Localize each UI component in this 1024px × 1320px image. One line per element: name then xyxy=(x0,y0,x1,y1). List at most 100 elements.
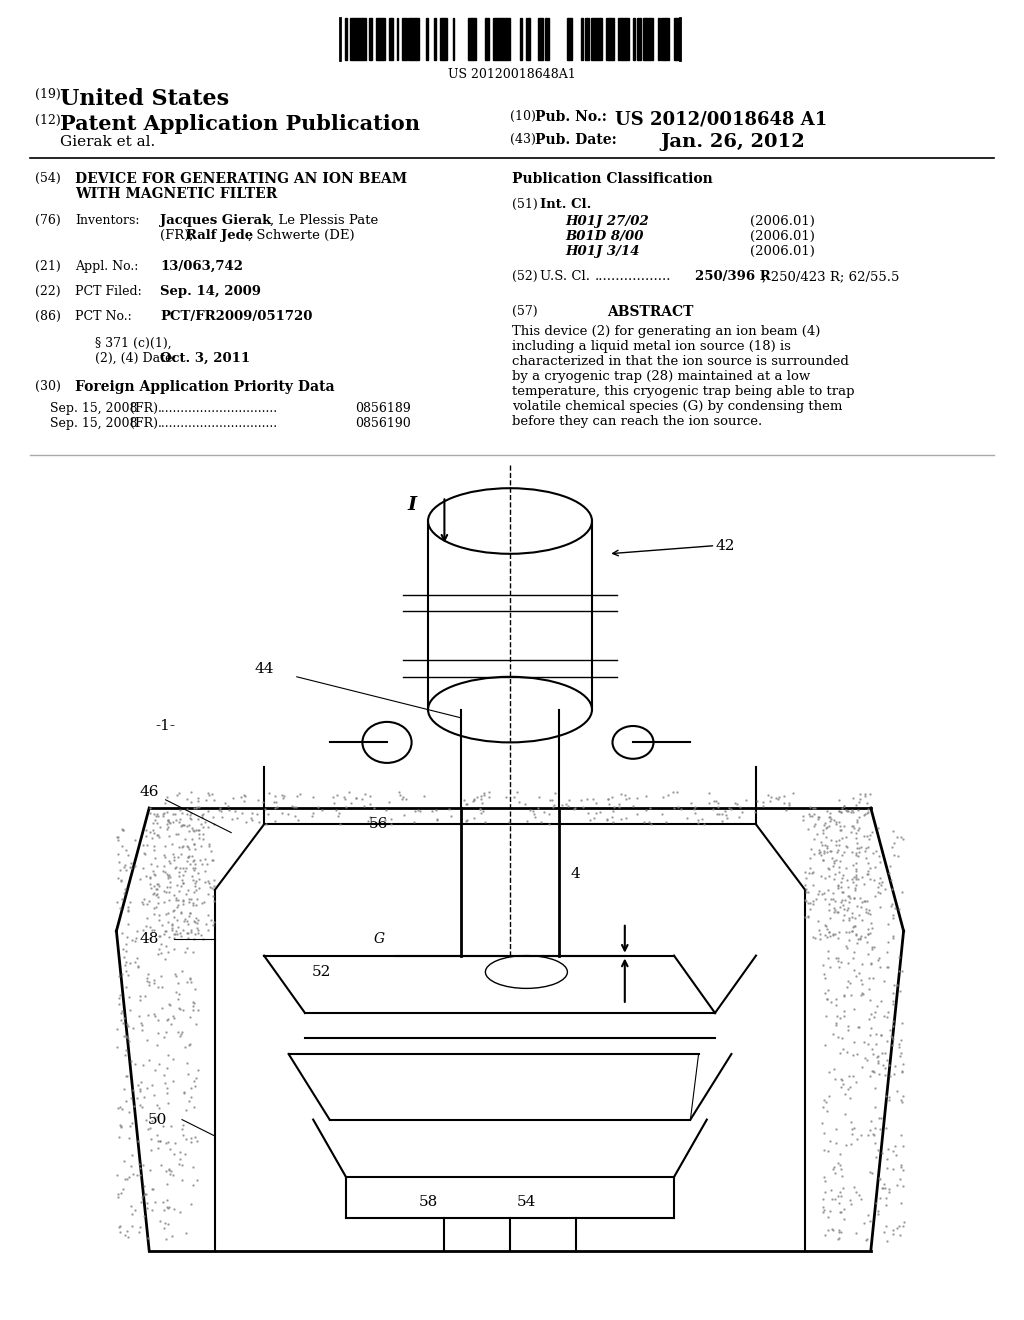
Bar xyxy=(472,18,476,59)
Bar xyxy=(595,18,599,59)
Text: (57): (57) xyxy=(512,305,538,318)
Bar xyxy=(350,18,354,59)
Text: 48: 48 xyxy=(139,932,159,946)
Text: Int. Cl.: Int. Cl. xyxy=(540,198,592,211)
Text: ...............................: ............................... xyxy=(158,417,279,430)
Text: H01J 27/02: H01J 27/02 xyxy=(565,215,649,228)
Text: (2006.01): (2006.01) xyxy=(750,215,815,228)
Text: Sep. 15, 2008: Sep. 15, 2008 xyxy=(50,417,137,430)
Text: PCT No.:: PCT No.: xyxy=(75,310,132,323)
Text: 52: 52 xyxy=(311,965,331,979)
Bar xyxy=(612,18,614,59)
Text: , Schwerte (DE): , Schwerte (DE) xyxy=(248,228,354,242)
Text: temperature, this cryogenic trap being able to trap: temperature, this cryogenic trap being a… xyxy=(512,385,854,399)
Text: (19): (19) xyxy=(35,88,60,102)
Bar xyxy=(493,18,497,59)
Text: Sep. 15, 2008: Sep. 15, 2008 xyxy=(50,403,137,414)
Bar xyxy=(599,18,602,59)
Text: I: I xyxy=(407,495,416,513)
Bar xyxy=(609,18,612,59)
Bar xyxy=(568,18,572,59)
Bar xyxy=(662,18,665,59)
Text: ..................: .................. xyxy=(595,271,672,282)
Text: Patent Application Publication: Patent Application Publication xyxy=(60,114,420,135)
Text: 42: 42 xyxy=(715,539,734,553)
Text: (2), (4) Date:: (2), (4) Date: xyxy=(95,352,176,366)
Bar xyxy=(389,18,393,59)
Text: Gierak et al.: Gierak et al. xyxy=(60,135,156,149)
Bar xyxy=(382,18,385,59)
Text: Inventors:: Inventors: xyxy=(75,214,139,227)
Bar xyxy=(587,18,589,59)
Bar xyxy=(369,18,372,59)
Text: 0856189: 0856189 xyxy=(355,403,411,414)
Text: Foreign Application Priority Data: Foreign Application Priority Data xyxy=(75,380,335,393)
Bar xyxy=(358,18,362,59)
Text: § 371 (c)(1),: § 371 (c)(1), xyxy=(95,337,172,350)
Text: Sep. 14, 2009: Sep. 14, 2009 xyxy=(160,285,261,298)
Text: (FR);: (FR); xyxy=(160,228,198,242)
Bar xyxy=(377,18,379,59)
Text: 13/063,742: 13/063,742 xyxy=(160,260,243,273)
Bar xyxy=(585,18,587,59)
Bar xyxy=(526,18,530,59)
Bar xyxy=(486,18,488,59)
Bar xyxy=(643,18,645,59)
Text: ABSTRACT: ABSTRACT xyxy=(607,305,693,319)
Text: 58: 58 xyxy=(419,1195,437,1209)
Text: Publication Classification: Publication Classification xyxy=(512,172,713,186)
Text: B01D 8/00: B01D 8/00 xyxy=(565,230,643,243)
Text: (52): (52) xyxy=(512,271,538,282)
Text: 250/396 R: 250/396 R xyxy=(695,271,771,282)
Text: Oct. 3, 2011: Oct. 3, 2011 xyxy=(160,352,250,366)
Bar xyxy=(416,18,419,59)
Bar xyxy=(497,18,499,59)
Text: WITH MAGNETIC FILTER: WITH MAGNETIC FILTER xyxy=(75,187,278,201)
Bar xyxy=(345,18,347,59)
Text: (54): (54) xyxy=(35,172,60,185)
Text: volatile chemical species (G) by condensing them: volatile chemical species (G) by condens… xyxy=(512,400,843,413)
Bar xyxy=(379,18,382,59)
Text: (12): (12) xyxy=(35,114,60,127)
Text: U.S. Cl.: U.S. Cl. xyxy=(540,271,590,282)
Text: 50: 50 xyxy=(147,1113,167,1126)
Text: US 2012/0018648 A1: US 2012/0018648 A1 xyxy=(615,110,827,128)
Text: ...............................: ............................... xyxy=(158,403,279,414)
Bar xyxy=(362,18,366,59)
Text: ; 250/423 R; 62/55.5: ; 250/423 R; 62/55.5 xyxy=(762,271,899,282)
Bar xyxy=(637,18,641,59)
Text: 54: 54 xyxy=(517,1195,537,1209)
Text: (76): (76) xyxy=(35,214,60,227)
Text: characterized in that the ion source is surrounded: characterized in that the ion source is … xyxy=(512,355,849,368)
Bar xyxy=(581,18,583,59)
Text: -1-: -1- xyxy=(156,719,175,733)
Bar xyxy=(545,18,549,59)
Text: (FR): (FR) xyxy=(130,417,158,430)
Text: 4: 4 xyxy=(570,867,581,880)
Text: United States: United States xyxy=(60,88,229,110)
Bar xyxy=(354,18,358,59)
Bar xyxy=(520,18,522,59)
Text: Pub. No.:: Pub. No.: xyxy=(535,110,607,124)
Bar xyxy=(440,18,442,59)
Bar xyxy=(539,18,543,59)
Text: Pub. Date:: Pub. Date: xyxy=(535,133,616,147)
Text: (2006.01): (2006.01) xyxy=(750,246,815,257)
Text: G: G xyxy=(373,932,384,946)
Text: before they can reach the ion source.: before they can reach the ion source. xyxy=(512,414,762,428)
Bar xyxy=(408,18,412,59)
Text: Jan. 26, 2012: Jan. 26, 2012 xyxy=(660,133,805,150)
Text: H01J 3/14: H01J 3/14 xyxy=(565,246,640,257)
Bar xyxy=(412,18,416,59)
Bar xyxy=(606,18,609,59)
Bar xyxy=(618,18,622,59)
Text: US 20120018648A1: US 20120018648A1 xyxy=(449,69,575,81)
Bar xyxy=(502,18,506,59)
Bar xyxy=(665,18,669,59)
Text: (30): (30) xyxy=(35,380,60,393)
Text: DEVICE FOR GENERATING AN ION BEAM: DEVICE FOR GENERATING AN ION BEAM xyxy=(75,172,408,186)
Bar xyxy=(646,18,650,59)
Bar xyxy=(443,18,447,59)
Text: (10): (10) xyxy=(510,110,536,123)
Text: (86): (86) xyxy=(35,310,60,323)
